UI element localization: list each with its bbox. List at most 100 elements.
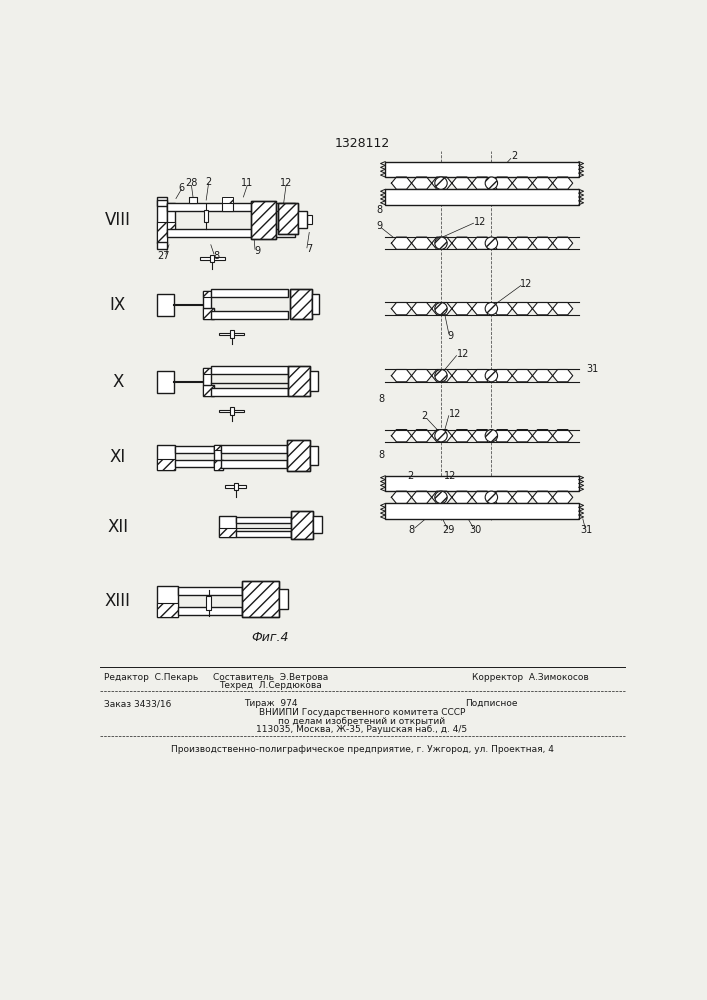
Text: 28: 28 [185, 178, 198, 188]
Polygon shape [513, 302, 532, 315]
Bar [279, 203, 298, 234]
Bar [291, 511, 313, 539]
Polygon shape [432, 177, 452, 189]
Bar [251, 201, 276, 239]
Bar [211, 388, 288, 396]
Bar [230, 407, 234, 415]
Text: Составитель  Э.Ветрова: Составитель Э.Ветрова [213, 673, 328, 682]
Text: 29: 29 [443, 525, 455, 535]
Polygon shape [472, 302, 492, 315]
Text: 2: 2 [511, 151, 518, 161]
Polygon shape [411, 430, 432, 442]
Bar [178, 587, 242, 595]
Bar [290, 289, 312, 319]
Bar [214, 445, 221, 460]
Bar [235, 517, 291, 523]
Circle shape [485, 430, 498, 442]
Bar [287, 440, 310, 471]
Bar [203, 368, 211, 385]
Bar [156, 200, 168, 206]
Bar [203, 291, 211, 297]
Polygon shape [472, 177, 492, 189]
Polygon shape [513, 491, 532, 503]
Bar [221, 460, 287, 468]
Polygon shape [553, 491, 573, 503]
Polygon shape [532, 491, 553, 503]
Text: Подписное: Подписное [465, 699, 518, 708]
Bar [200, 257, 225, 260]
Bar [385, 503, 579, 519]
Polygon shape [492, 237, 513, 249]
Bar [168, 203, 296, 211]
Text: Редактор  С.Пекарь: Редактор С.Пекарь [104, 673, 198, 682]
Text: 27: 27 [157, 251, 170, 261]
Polygon shape [553, 369, 573, 382]
Bar [156, 445, 175, 470]
Bar [234, 483, 238, 490]
Text: X: X [112, 373, 124, 391]
Bar [219, 333, 244, 335]
Circle shape [435, 369, 448, 382]
Polygon shape [452, 177, 472, 189]
Polygon shape [432, 430, 452, 442]
Bar [204, 210, 208, 222]
Polygon shape [452, 302, 472, 315]
Text: 2: 2 [205, 177, 211, 187]
Text: 12: 12 [444, 471, 457, 481]
Polygon shape [553, 177, 573, 189]
Polygon shape [452, 430, 472, 442]
Bar [156, 222, 168, 243]
Bar [242, 581, 279, 617]
Text: 8: 8 [376, 205, 382, 215]
Bar [156, 603, 178, 617]
Bar [189, 197, 197, 203]
Bar [279, 589, 288, 609]
Bar [219, 410, 244, 412]
Bar [385, 162, 579, 177]
Text: 113035, Москва, Ж-35, Раушская наб., д. 4/5: 113035, Москва, Ж-35, Раушская наб., д. … [257, 725, 467, 734]
Text: VIII: VIII [105, 211, 131, 229]
Text: по делам изобретений и открытий: по делам изобретений и открытий [279, 717, 445, 726]
Text: 8: 8 [214, 251, 219, 261]
Polygon shape [472, 491, 492, 503]
Bar [291, 511, 313, 539]
Polygon shape [411, 369, 432, 382]
Bar [189, 197, 197, 203]
Bar [203, 308, 214, 319]
Bar [222, 203, 233, 211]
Bar [214, 460, 223, 470]
Bar [288, 366, 310, 396]
Text: 12: 12 [449, 409, 461, 419]
Bar [313, 516, 322, 533]
Bar [203, 385, 214, 396]
Bar [156, 459, 175, 470]
Text: IX: IX [110, 296, 126, 314]
Polygon shape [513, 369, 532, 382]
Polygon shape [472, 237, 492, 249]
Bar [156, 371, 174, 393]
Text: ВНИИПИ Государственного комитета СССР: ВНИИПИ Государственного комитета СССР [259, 708, 465, 717]
Polygon shape [392, 237, 411, 249]
Bar [287, 440, 310, 471]
Polygon shape [432, 491, 452, 503]
Circle shape [485, 237, 498, 249]
Polygon shape [532, 237, 553, 249]
Text: 9: 9 [255, 246, 260, 256]
Polygon shape [392, 177, 411, 189]
Bar [242, 581, 279, 617]
Text: 31: 31 [587, 364, 599, 374]
Bar [178, 607, 242, 615]
Bar [211, 255, 214, 262]
Text: 12: 12 [457, 349, 469, 359]
Bar [211, 366, 288, 374]
Polygon shape [411, 491, 432, 503]
Polygon shape [452, 369, 472, 382]
Bar [168, 222, 175, 235]
Bar [230, 330, 234, 338]
Polygon shape [392, 491, 411, 503]
Bar [288, 366, 310, 396]
Bar [168, 203, 175, 235]
Text: Фиг.4: Фиг.4 [252, 631, 289, 644]
Text: 8: 8 [378, 450, 385, 460]
Polygon shape [452, 491, 472, 503]
